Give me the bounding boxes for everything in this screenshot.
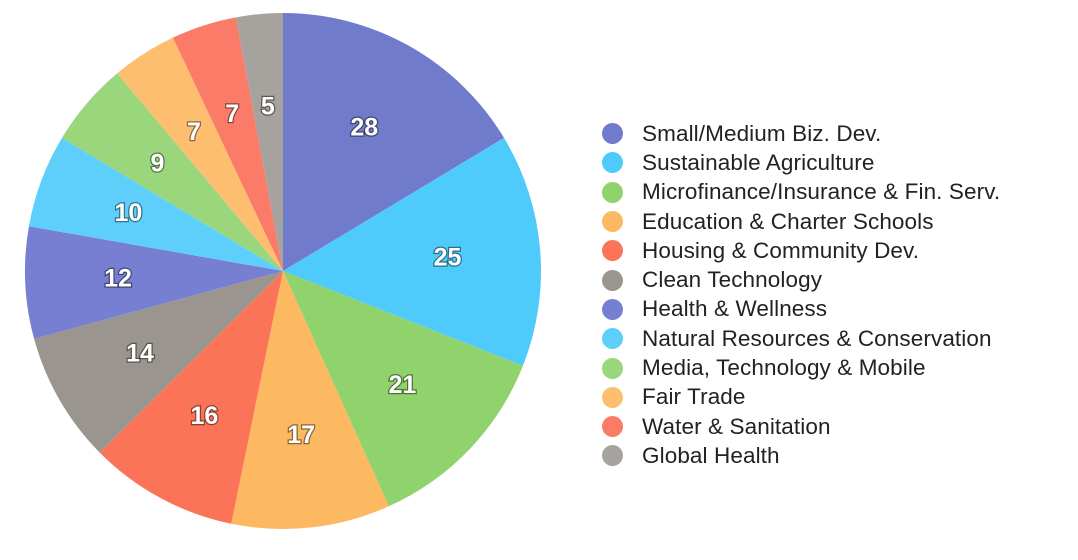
pie-slice — [99, 271, 283, 524]
legend-swatch-icon — [602, 181, 623, 203]
pie-slices — [25, 13, 542, 530]
legend-item: Global Health — [602, 441, 1000, 470]
pie-slice — [283, 137, 542, 366]
legend-label: Media, Technology & Mobile — [642, 355, 926, 381]
pie-slice — [283, 13, 505, 271]
slice-value-label: 16 — [191, 402, 219, 430]
legend-swatch-icon — [602, 416, 623, 438]
slice-value-label: 21 — [389, 371, 417, 399]
legend-item: Fair Trade — [602, 383, 1000, 412]
legend-item: Education & Charter Schools — [602, 207, 1000, 236]
slice-value-label: 7 — [225, 100, 239, 128]
legend-item: Clean Technology — [602, 265, 1000, 294]
legend-label: Housing & Community Dev. — [642, 237, 920, 263]
legend-swatch-icon — [602, 152, 623, 174]
pie-slice — [235, 13, 283, 271]
pie-slice — [172, 17, 283, 272]
legend-swatch-icon — [602, 123, 623, 145]
pie-slice — [25, 226, 283, 339]
slice-value-label: 10 — [114, 199, 142, 227]
slice-value-label: 5 — [261, 93, 275, 121]
legend-swatch-icon — [602, 269, 623, 291]
slice-value-label: 17 — [287, 421, 315, 449]
pie-slice — [34, 271, 283, 453]
legend-swatch-icon — [602, 211, 623, 233]
slice-value-label: 7 — [187, 118, 201, 146]
legend-swatch-icon — [602, 298, 623, 320]
legend-label: Clean Technology — [642, 267, 823, 293]
legend-label: Microfinance/Insurance & Fin. Serv. — [642, 179, 1001, 205]
legend-item: Health & Wellness — [602, 295, 1000, 324]
legend-label: Sustainable Agriculture — [642, 149, 875, 175]
legend-label: Fair Trade — [642, 384, 746, 410]
legend-item: Water & Sanitation — [602, 412, 1000, 441]
pie-slice — [117, 37, 283, 272]
legend-item: Housing & Community Dev. — [602, 236, 1000, 265]
legend-label: Water & Sanitation — [642, 413, 831, 439]
legend-swatch-icon — [602, 445, 623, 467]
pie-slice — [283, 271, 523, 507]
legend: Small/Medium Biz. Dev. Sustainable Agricu… — [602, 119, 1000, 471]
legend-item: Small/Medium Biz. Dev. — [602, 119, 1000, 148]
pie-slice — [28, 137, 284, 271]
legend-item: Media, Technology & Mobile — [602, 353, 1000, 382]
legend-swatch-icon — [602, 386, 623, 408]
slice-value-label: 14 — [126, 340, 154, 368]
legend-label: Global Health — [642, 442, 780, 468]
legend-item: Microfinance/Insurance & Fin. Serv. — [602, 178, 1000, 207]
slice-value-label: 25 — [434, 243, 462, 271]
legend-swatch-icon — [602, 328, 623, 350]
legend-label: Natural Resources & Conservation — [642, 325, 992, 351]
slice-value-label: 12 — [104, 265, 132, 293]
legend-item: Sustainable Agriculture — [602, 148, 1000, 177]
slice-value-label: 28 — [350, 113, 378, 141]
slice-value-label: 9 — [151, 150, 165, 178]
legend-label: Small/Medium Biz. Dev. — [642, 120, 882, 146]
legend-item: Natural Resources & Conservation — [602, 324, 1000, 353]
pie-slice — [231, 271, 389, 530]
legend-label: Health & Wellness — [642, 296, 828, 322]
legend-label: Education & Charter Schools — [642, 208, 934, 234]
pie-slice — [61, 73, 283, 271]
legend-swatch-icon — [602, 240, 623, 262]
legend-swatch-icon — [602, 357, 623, 379]
